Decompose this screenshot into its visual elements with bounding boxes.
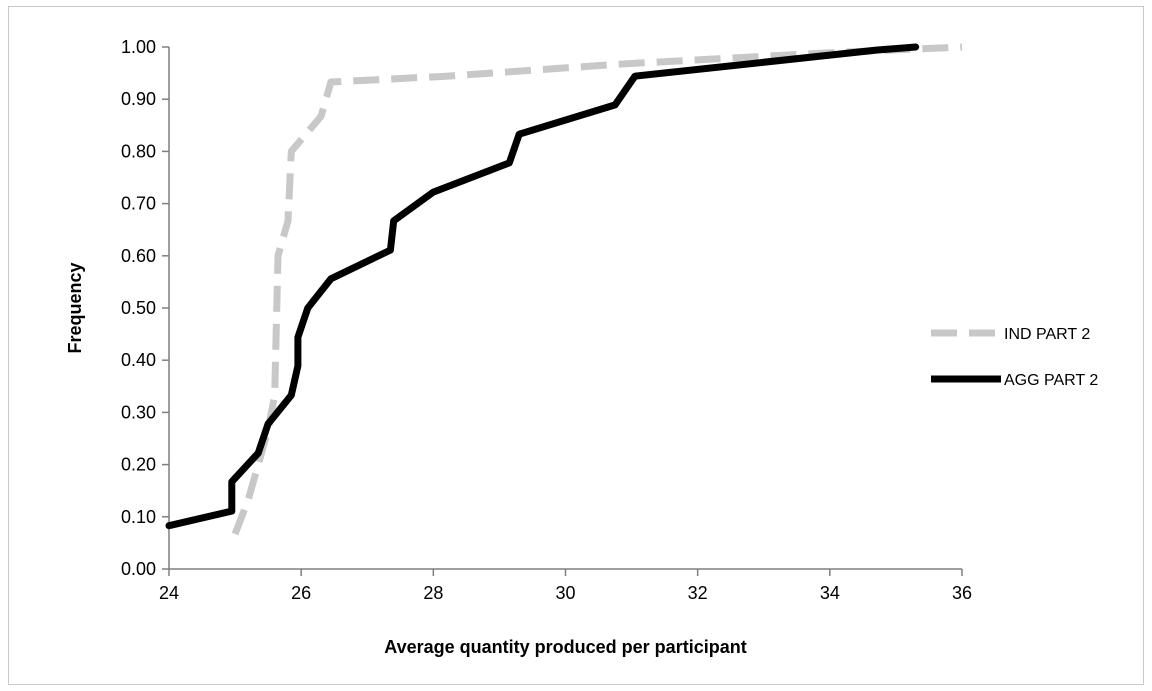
line-chart: 0.00 0.10 0.20 0.30 0.40 0.50 0.60 0.70 0.80 0.90… <box>65 37 1098 657</box>
y-tick-label: 0.40 <box>121 350 156 370</box>
y-tick-label: 0.00 <box>121 559 156 579</box>
x-tick-label: 34 <box>820 583 840 603</box>
x-tick-label: 30 <box>555 583 575 603</box>
x-tick-label: 36 <box>952 583 972 603</box>
legend-label: AGG PART 2 <box>1004 372 1098 389</box>
x-tick-label: 26 <box>291 583 311 603</box>
x-tick-label: 24 <box>159 583 179 603</box>
y-tick-label: 1.00 <box>121 37 156 57</box>
y-tick-label: 0.10 <box>121 507 156 527</box>
series-line-agg-part-2 <box>165 43 920 530</box>
y-tick-label: 0.60 <box>121 246 156 266</box>
chart-frame: 0.00 0.10 0.20 0.30 0.40 0.50 0.60 0.70 0.80 0.90… <box>8 6 1144 685</box>
y-tick-label: 0.70 <box>121 194 156 214</box>
y-tick-label: 0.80 <box>121 141 156 161</box>
series-layer <box>165 43 963 536</box>
x-tick-label: 28 <box>423 583 443 603</box>
legend: IND PART 2 AGG PART 2 <box>931 326 1098 389</box>
y-tick-label: 0.90 <box>121 89 156 109</box>
axes: 0.00 0.10 0.20 0.30 0.40 0.50 0.60 0.70 0.80 0.90… <box>121 37 972 603</box>
y-axis-title: Frequency <box>65 262 85 353</box>
legend-label: IND PART 2 <box>1004 326 1090 343</box>
y-tick-label: 0.20 <box>121 455 156 475</box>
y-tick-label: 0.50 <box>121 298 156 318</box>
series-line-ind-part-2 <box>231 43 963 536</box>
y-tick-label: 0.30 <box>121 402 156 422</box>
x-tick-label: 32 <box>688 583 708 603</box>
x-axis-title: Average quantity produced per participan… <box>384 637 746 657</box>
